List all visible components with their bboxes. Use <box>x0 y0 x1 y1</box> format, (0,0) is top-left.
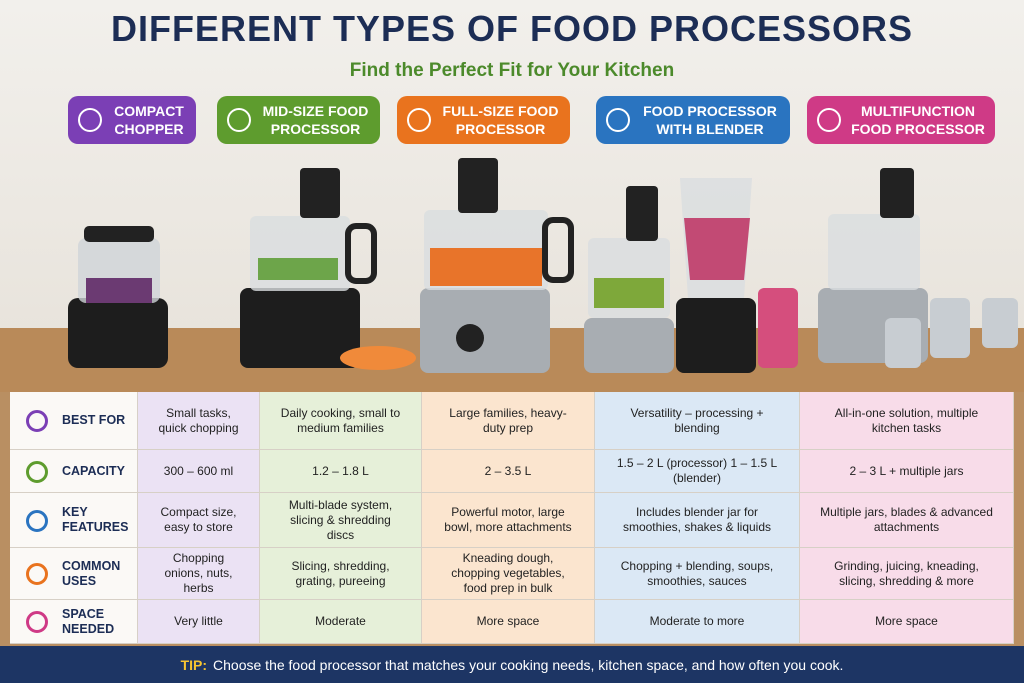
column-header: FULL-SIZE FOOD PROCESSOR <box>397 96 570 144</box>
table-cell: Multiple jars, blades & advanced attachm… <box>800 493 1014 548</box>
table-cell: Includes blender jar for smoothies, shak… <box>595 493 800 548</box>
column-icon <box>606 108 630 132</box>
row-label: COMMON USES <box>10 548 138 600</box>
column-icon <box>227 108 251 132</box>
table-cell: Slicing, shredding, grating, pureeing <box>260 548 422 600</box>
subtitle: Find the Perfect Fit for Your Kitchen <box>349 60 675 81</box>
row-icon <box>26 611 48 633</box>
table-cell: Moderate to more <box>595 600 800 644</box>
table-cell: Chopping + blending, soups, smoothies, s… <box>595 548 800 600</box>
table-cell: 2 – 3.5 L <box>422 450 595 493</box>
column-label: COMPACT CHOPPER <box>114 103 184 137</box>
column-label: MID-SIZE FOOD PROCESSOR <box>262 103 369 137</box>
row-label: SPACE NEEDED <box>10 600 138 644</box>
table-cell: Moderate <box>260 600 422 644</box>
comparison-table: BEST FOR Small tasks, quick chopping Daily… <box>10 392 1014 644</box>
row-label: KEY FEATURES <box>10 493 138 548</box>
appliance-illustration <box>0 158 1024 392</box>
table-cell: Large families, heavy-duty prep <box>422 392 595 450</box>
column-icon <box>407 108 431 132</box>
table-cell: Daily cooking, small to medium families <box>260 392 422 450</box>
table-cell: 2 – 3 L + multiple jars <box>800 450 1014 493</box>
column-icon <box>78 108 102 132</box>
row-label: BEST FOR <box>10 392 138 450</box>
column-label: FULL-SIZE FOOD PROCESSOR <box>442 103 559 137</box>
column-header: MULTIFUNCTION FOOD PROCESSOR <box>807 96 995 144</box>
table-cell: Very little <box>138 600 260 644</box>
table-cell: Versatility – processing + blending <box>595 392 800 450</box>
column-label: FOOD PROCESSOR WITH BLENDER <box>643 103 777 137</box>
row-icon <box>26 563 48 585</box>
table-cell: More space <box>422 600 595 644</box>
row-icon <box>26 460 48 483</box>
table-cell: All-in-one solution, multiple kitchen ta… <box>800 392 1014 450</box>
column-label: MULTIFUNCTION FOOD PROCESSOR <box>851 103 985 137</box>
table-cell: Small tasks, quick chopping <box>138 392 260 450</box>
column-header: COMPACT CHOPPER <box>68 96 196 144</box>
title: DIFFERENT TYPES OF FOOD PROCESSORS <box>110 8 914 49</box>
row-label: CAPACITY <box>10 450 138 493</box>
table-cell: 1.5 – 2 L (processor) 1 – 1.5 L (blender… <box>595 450 800 493</box>
table-cell: Multi-blade system, slicing & shredding … <box>260 493 422 548</box>
table-cell: More space <box>800 600 1014 644</box>
table-cell: 1.2 – 1.8 L <box>260 450 422 493</box>
row-icon <box>26 410 48 432</box>
column-header: MID-SIZE FOOD PROCESSOR <box>217 96 380 144</box>
table-cell: Chopping onions, nuts, herbs <box>138 548 260 600</box>
table-cell: Compact size, easy to store <box>138 493 260 548</box>
table-cell: Powerful motor, large bowl, more attachm… <box>422 493 595 548</box>
tip-bar: TIP: Choose the food processor that matc… <box>0 646 1024 683</box>
tip-text: Choose the food processor that matches y… <box>213 656 844 673</box>
table-cell: Kneading dough, chopping vegetables, foo… <box>422 548 595 600</box>
column-header: FOOD PROCESSOR WITH BLENDER <box>596 96 790 144</box>
tip-label: TIP: <box>180 656 208 673</box>
table-cell: Grinding, juicing, kneading, slicing, sh… <box>800 548 1014 600</box>
column-icon <box>817 108 841 132</box>
row-icon <box>26 509 48 532</box>
table-cell: 300 – 600 ml <box>138 450 260 493</box>
